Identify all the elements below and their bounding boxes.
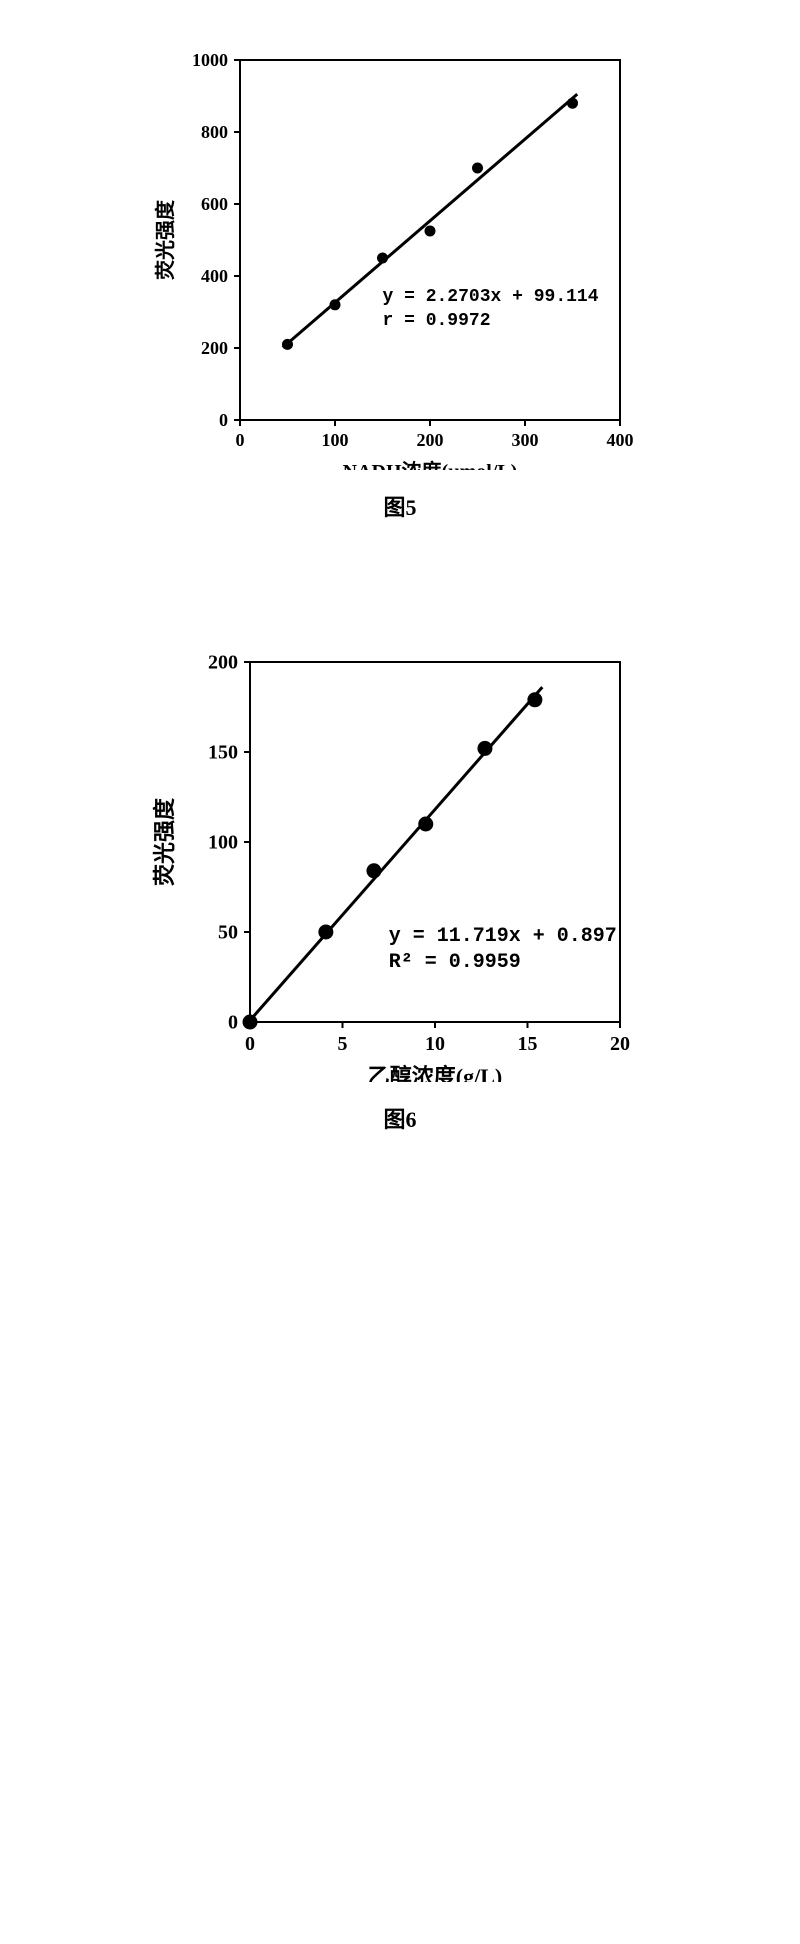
- y-tick-label: 600: [201, 194, 228, 214]
- data-point: [243, 1015, 258, 1030]
- figure-6: 05101520050100150200乙醇浓度(g/L)荧光强度y = 11.…: [150, 642, 650, 1134]
- x-tick-label: 100: [322, 430, 349, 450]
- data-point: [418, 817, 433, 832]
- data-point: [282, 339, 293, 350]
- fit-line: [283, 94, 578, 347]
- y-tick-label: 100: [208, 832, 238, 854]
- x-tick-label: 200: [417, 430, 444, 450]
- x-tick-label: 0: [236, 430, 245, 450]
- y-tick-label: 200: [201, 338, 228, 358]
- data-point: [318, 925, 333, 940]
- x-tick-label: 15: [518, 1033, 538, 1055]
- y-tick-label: 0: [228, 1012, 238, 1034]
- caption-fig6: 图6: [150, 1102, 650, 1134]
- y-tick-label: 150: [208, 742, 238, 764]
- y-axis-label: 荧光强度: [152, 797, 177, 886]
- equation-text: y = 11.719x + 0.897: [389, 925, 617, 948]
- equation-text: r = 0.9972: [383, 311, 491, 331]
- x-tick-label: 20: [610, 1033, 630, 1055]
- y-tick-label: 50: [218, 922, 238, 944]
- data-point: [377, 253, 388, 264]
- chart-fig6: 05101520050100150200乙醇浓度(g/L)荧光强度y = 11.…: [150, 642, 650, 1082]
- x-tick-label: 5: [338, 1033, 348, 1055]
- y-tick-label: 0: [219, 410, 228, 430]
- x-tick-label: 0: [245, 1033, 255, 1055]
- plot-border: [240, 60, 620, 420]
- data-point: [527, 692, 542, 707]
- equation-text: y = 2.2703x + 99.114: [383, 287, 599, 307]
- x-tick-label: 300: [512, 430, 539, 450]
- data-point: [477, 741, 492, 756]
- data-point: [425, 226, 436, 237]
- x-tick-label: 10: [425, 1033, 445, 1055]
- data-point: [366, 863, 381, 878]
- caption-fig5: 图5: [150, 490, 650, 522]
- x-axis-label: 乙醇浓度(g/L): [368, 1064, 502, 1082]
- data-point: [330, 299, 341, 310]
- x-tick-label: 400: [607, 430, 634, 450]
- equation-text: R² = 0.9959: [389, 951, 521, 974]
- x-axis-label: NADH浓度(μmol/L): [343, 459, 518, 470]
- y-tick-label: 400: [201, 266, 228, 286]
- data-point: [472, 163, 483, 174]
- y-tick-label: 200: [208, 652, 238, 674]
- chart-fig5: 0 100 200 300 400 0 200 400 600 800 1000 NADH浓度(μmo…: [150, 40, 650, 470]
- y-axis-label: 荧光强度: [153, 199, 177, 280]
- data-point: [567, 98, 578, 109]
- y-tick-label: 800: [201, 122, 228, 142]
- y-tick-label: 1000: [192, 50, 228, 70]
- figure-5: 0 100 200 300 400 0 200 400 600 800 1000 NADH浓度(μmo…: [150, 40, 650, 522]
